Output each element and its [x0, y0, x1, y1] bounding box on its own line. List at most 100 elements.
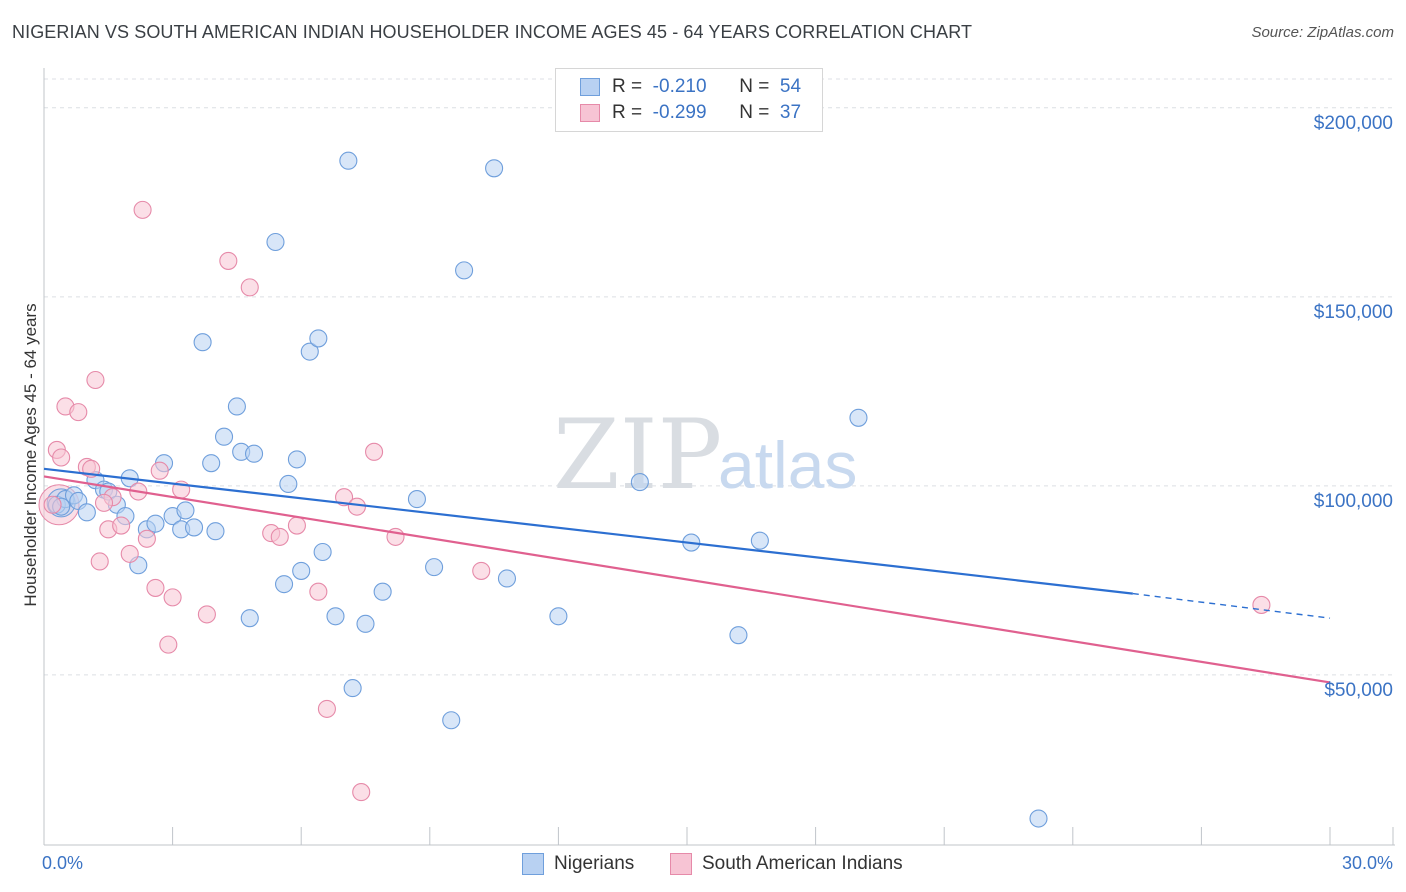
r-value: -0.210: [652, 76, 707, 97]
nigerian-point: [77, 503, 96, 522]
watermark-zip: ZIP: [553, 399, 722, 511]
x-tick-label: 30.0%: [1342, 853, 1393, 873]
nigerian-point: [343, 679, 362, 698]
nigerian-point: [227, 397, 246, 416]
south-american-indian-point: [219, 251, 238, 270]
bottom-legend-south-american-indians: South American Indians: [670, 851, 903, 877]
nigerian-point: [373, 582, 392, 601]
n-label: N =: [739, 76, 770, 97]
south-american-indian-point: [137, 529, 156, 548]
nigerian-point: [300, 342, 319, 361]
south-american-indian-point: [159, 635, 178, 654]
x-tick-label: 0.0%: [42, 853, 83, 873]
south-american-indian-point: [163, 588, 182, 607]
nigerian-point: [630, 473, 649, 492]
axes: [43, 68, 1395, 846]
nigerian-point: [549, 607, 568, 626]
nigerian-point: [455, 261, 474, 280]
y-tick-label: $100,000: [1314, 491, 1393, 512]
south-american-indian-point: [43, 495, 62, 514]
south-american-indian-point: [352, 783, 371, 802]
south-american-indian-point: [240, 278, 259, 297]
nigerian-point: [442, 711, 461, 730]
south-american-indian-point: [69, 403, 88, 422]
south-american-indian-point: [133, 200, 152, 219]
south-american-indian-point: [270, 527, 289, 546]
sai-legend-swatch: [670, 853, 692, 875]
nigerian-point: [425, 558, 444, 577]
sai-swatch: [580, 104, 600, 122]
nigerians-legend-label: Nigerians: [554, 853, 635, 874]
watermark-atlas: atlas: [718, 428, 857, 502]
nigerian-point: [292, 561, 311, 580]
south-american-indian-point: [120, 544, 139, 563]
nigerians-swatch: [580, 78, 600, 96]
y-tick-labels: $50,000 $100,000 $150,000 $200,000: [1314, 113, 1393, 701]
south-american-indian-point: [365, 442, 384, 461]
nigerian-point: [240, 609, 259, 628]
south-american-indian-point: [472, 561, 491, 580]
nigerian-point: [339, 151, 358, 170]
bottom-legend-nigerians: Nigerians: [522, 851, 634, 877]
nigerian-point: [729, 626, 748, 645]
south-american-indian-point: [112, 516, 131, 535]
nigerians-trend-line: [43, 467, 1133, 595]
nigerian-point: [214, 427, 234, 446]
legend-row-nigerians: R = -0.210 N = 54: [580, 74, 801, 100]
south-american-indian-point: [150, 461, 169, 480]
nigerian-point: [176, 501, 195, 520]
chart-title: NIGERIAN VS SOUTH AMERICAN INDIAN HOUSEH…: [12, 22, 973, 42]
nigerians-legend-swatch: [522, 853, 544, 875]
trend-lines: [43, 467, 1331, 684]
nigerian-point: [184, 518, 204, 537]
south-american-indian-point: [287, 516, 306, 535]
source-label: Source: ZipAtlas.com: [1251, 24, 1394, 41]
south-american-indian-point: [90, 552, 109, 571]
y-tick-label: $200,000: [1314, 113, 1393, 134]
n-value: 37: [779, 102, 802, 123]
nigerian-point: [485, 159, 504, 178]
south-american-indian-point: [347, 497, 366, 516]
nigerian-point: [326, 607, 345, 626]
nigerian-point: [244, 444, 264, 463]
y-tick-label: $150,000: [1314, 302, 1393, 323]
r-value: -0.299: [652, 102, 707, 123]
nigerian-point: [849, 408, 868, 427]
sai-trend-line: [43, 475, 1331, 684]
sai-legend-label: South American Indians: [702, 853, 903, 874]
nigerians-trend-extension: [1132, 592, 1331, 619]
nigerian-point: [356, 614, 375, 633]
r-label: R =: [612, 76, 643, 97]
nigerian-point: [202, 454, 221, 473]
south-american-indian-point: [309, 582, 328, 601]
data-points: [38, 151, 1271, 828]
correlation-legend: R = -0.210 N = 54 R = -0.299 N = 37: [555, 68, 823, 132]
south-american-indian-point: [146, 578, 165, 597]
y-axis-label: Householder Income Ages 45 - 64 years: [21, 303, 40, 606]
south-american-indian-point: [335, 488, 354, 507]
nigerian-point: [497, 569, 517, 588]
nigerian-point: [309, 329, 328, 348]
nigerian-point: [266, 232, 285, 252]
south-american-indian-point: [197, 605, 216, 624]
n-label: N =: [739, 102, 770, 123]
r-label: R =: [612, 102, 643, 123]
south-american-indian-point: [86, 370, 105, 390]
n-value: 54: [779, 76, 802, 97]
y-tick-label: $50,000: [1324, 680, 1393, 701]
south-american-indian-point: [94, 493, 114, 512]
nigerian-point: [407, 490, 426, 509]
legend-row-south-american-indians: R = -0.299 N = 37: [580, 100, 801, 126]
nigerian-point: [287, 450, 306, 469]
nigerian-point: [275, 575, 294, 594]
south-american-indian-point: [317, 699, 336, 718]
nigerian-point: [206, 522, 225, 541]
nigerian-point: [193, 333, 212, 352]
nigerian-point: [1029, 809, 1048, 828]
x-tick-labels: 0.0% 30.0%: [42, 853, 1393, 873]
nigerian-point: [750, 531, 769, 550]
nigerian-point: [313, 542, 332, 562]
nigerian-point: [279, 474, 298, 494]
south-american-indian-point: [52, 448, 71, 467]
